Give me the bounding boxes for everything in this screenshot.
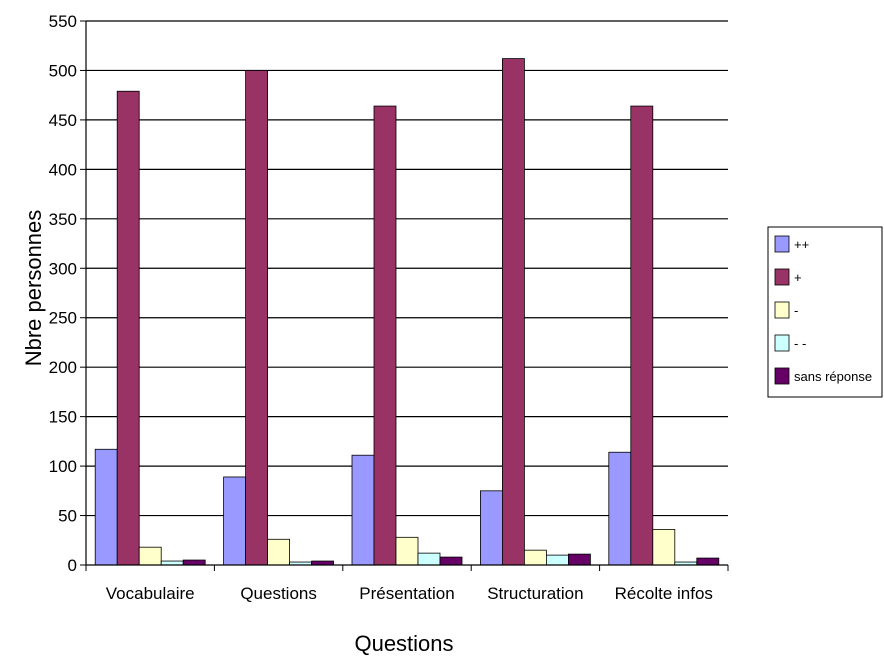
legend: +++-- -sans réponse bbox=[767, 226, 883, 398]
bar bbox=[373, 105, 397, 566]
bar bbox=[94, 448, 118, 566]
y-tick-label: 300 bbox=[49, 259, 77, 278]
bar bbox=[652, 528, 676, 566]
y-tick-label: 550 bbox=[49, 12, 77, 31]
y-tick-label: 100 bbox=[49, 457, 77, 476]
bar bbox=[395, 536, 419, 566]
y-tick-label: 200 bbox=[49, 358, 77, 377]
y-axis-title: Nbre personnes bbox=[21, 210, 46, 367]
bar bbox=[608, 451, 632, 566]
x-tick-label: Vocabulaire bbox=[106, 584, 195, 603]
axes bbox=[80, 20, 729, 571]
legend-label: - - bbox=[794, 336, 806, 351]
bars bbox=[94, 58, 720, 566]
bar bbox=[351, 454, 375, 566]
y-tick-label: 500 bbox=[49, 61, 77, 80]
bar bbox=[696, 557, 720, 566]
x-tick-label: Questions bbox=[240, 584, 317, 603]
bar bbox=[116, 90, 140, 566]
legend-label: + bbox=[794, 270, 802, 285]
legend-swatch bbox=[774, 301, 790, 319]
legend-label: sans réponse bbox=[794, 369, 872, 384]
legend-swatch bbox=[774, 268, 790, 286]
legend-swatch bbox=[774, 235, 790, 253]
x-tick-label: Présentation bbox=[359, 584, 454, 603]
legend-label: ++ bbox=[794, 237, 809, 252]
y-tick-label: 150 bbox=[49, 408, 77, 427]
x-tick-labels: Vocabulaire Questions Présentation Structur… bbox=[106, 584, 713, 603]
y-tick-label: 400 bbox=[49, 160, 77, 179]
bar bbox=[546, 554, 569, 566]
y-tick-label: 50 bbox=[58, 507, 77, 526]
bar bbox=[245, 70, 269, 566]
bar bbox=[267, 538, 291, 566]
legend-label: - bbox=[794, 303, 798, 318]
x-tick-label: Structuration bbox=[487, 584, 583, 603]
bar bbox=[524, 549, 547, 566]
y-tick-labels: 0 50 100 150 200 250 300 350 400 450 500 550 bbox=[49, 12, 77, 575]
legend-swatch bbox=[774, 334, 790, 352]
bar bbox=[138, 546, 162, 566]
bar bbox=[501, 58, 525, 566]
bar bbox=[568, 553, 591, 566]
y-tick-label: 250 bbox=[49, 309, 77, 328]
bar bbox=[439, 556, 463, 566]
bar bbox=[630, 105, 654, 566]
y-tick-label: 450 bbox=[49, 111, 77, 130]
bar bbox=[417, 552, 441, 566]
x-axis-title: Questions bbox=[354, 631, 453, 656]
bar bbox=[182, 559, 206, 566]
y-tick-label: 350 bbox=[49, 210, 77, 229]
bar bbox=[479, 490, 503, 566]
gridlines bbox=[86, 20, 728, 517]
bar bbox=[223, 476, 247, 566]
x-tick-label: Récolte infos bbox=[615, 584, 713, 603]
y-tick-label: 0 bbox=[68, 556, 77, 575]
legend-swatch bbox=[774, 367, 790, 385]
